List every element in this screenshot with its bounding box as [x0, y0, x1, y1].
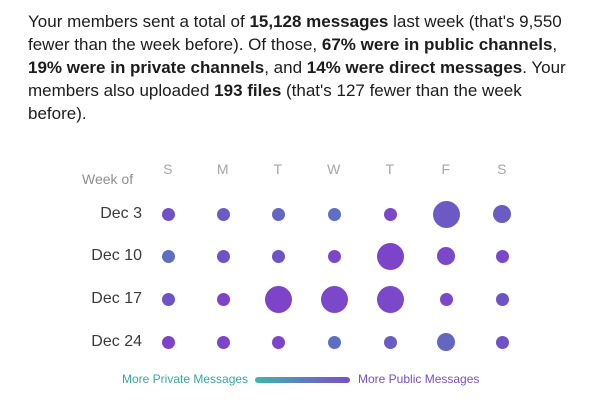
- legend: More Private Messages More Public Messag…: [0, 372, 592, 388]
- summary-highlight: 14% were direct messages: [306, 58, 523, 77]
- activity-dot: [432, 200, 460, 228]
- activity-dot: [383, 335, 397, 349]
- activity-dot: [376, 285, 404, 313]
- activity-dot: [383, 207, 397, 221]
- week-label: Dec 17: [91, 290, 142, 307]
- activity-dot: [320, 285, 348, 313]
- summary-highlight: 15,128 messages: [249, 12, 389, 31]
- activity-dot: [327, 249, 341, 263]
- activity-dot: [376, 242, 404, 270]
- activity-dot: [161, 207, 175, 221]
- activity-dot: [495, 292, 509, 306]
- summary-highlight: 67% were in public channels: [321, 35, 553, 54]
- legend-gradient-bar: [255, 377, 350, 383]
- activity-dot: [437, 333, 455, 351]
- activity-dot: [216, 335, 230, 349]
- activity-dot: [161, 292, 175, 306]
- day-label: T: [273, 161, 283, 177]
- week-label: Dec 24: [91, 333, 142, 350]
- summary-paragraph: Your members sent a total of 15,128 mess…: [28, 10, 576, 125]
- activity-dot: [437, 247, 455, 265]
- activity-dot: [327, 335, 341, 349]
- day-label: T: [385, 161, 395, 177]
- summary-text: , and: [264, 58, 307, 77]
- activity-dot: [495, 249, 509, 263]
- activity-dot: [271, 207, 285, 221]
- day-label: W: [327, 161, 341, 177]
- activity-dot: [495, 335, 509, 349]
- summary-text: ,: [552, 35, 558, 54]
- day-label: M: [216, 161, 230, 177]
- legend-private-label: More Private Messages: [122, 372, 249, 386]
- summary-text: . Your members also uploaded: [28, 58, 566, 100]
- week-label: Dec 10: [91, 247, 142, 264]
- activity-dot: [161, 249, 175, 263]
- legend-public-label: More Public Messages: [358, 372, 480, 386]
- summary-text: last week (that's 9,550 fewer than the w…: [28, 12, 562, 54]
- week-of-label: Week of: [82, 171, 134, 187]
- activity-dot: [439, 292, 453, 306]
- day-label: F: [441, 161, 451, 177]
- activity-dot: [264, 285, 292, 313]
- activity-dot: [161, 335, 175, 349]
- activity-dot: [216, 292, 230, 306]
- activity-dot: [327, 207, 341, 221]
- day-label: S: [163, 161, 173, 177]
- activity-dot: [216, 249, 230, 263]
- day-label: S: [497, 161, 507, 177]
- summary-text: Your members sent a total of: [28, 12, 250, 31]
- activity-dot: [216, 207, 230, 221]
- activity-dot: [271, 335, 285, 349]
- summary-text: (that's 127 fewer than the week before).: [28, 81, 522, 123]
- week-label: Dec 3: [100, 205, 142, 222]
- summary-highlight: 193 files: [214, 81, 282, 100]
- summary-highlight: 19% were in private channels: [28, 58, 265, 77]
- activity-dot: [271, 249, 285, 263]
- activity-dot: [493, 205, 511, 223]
